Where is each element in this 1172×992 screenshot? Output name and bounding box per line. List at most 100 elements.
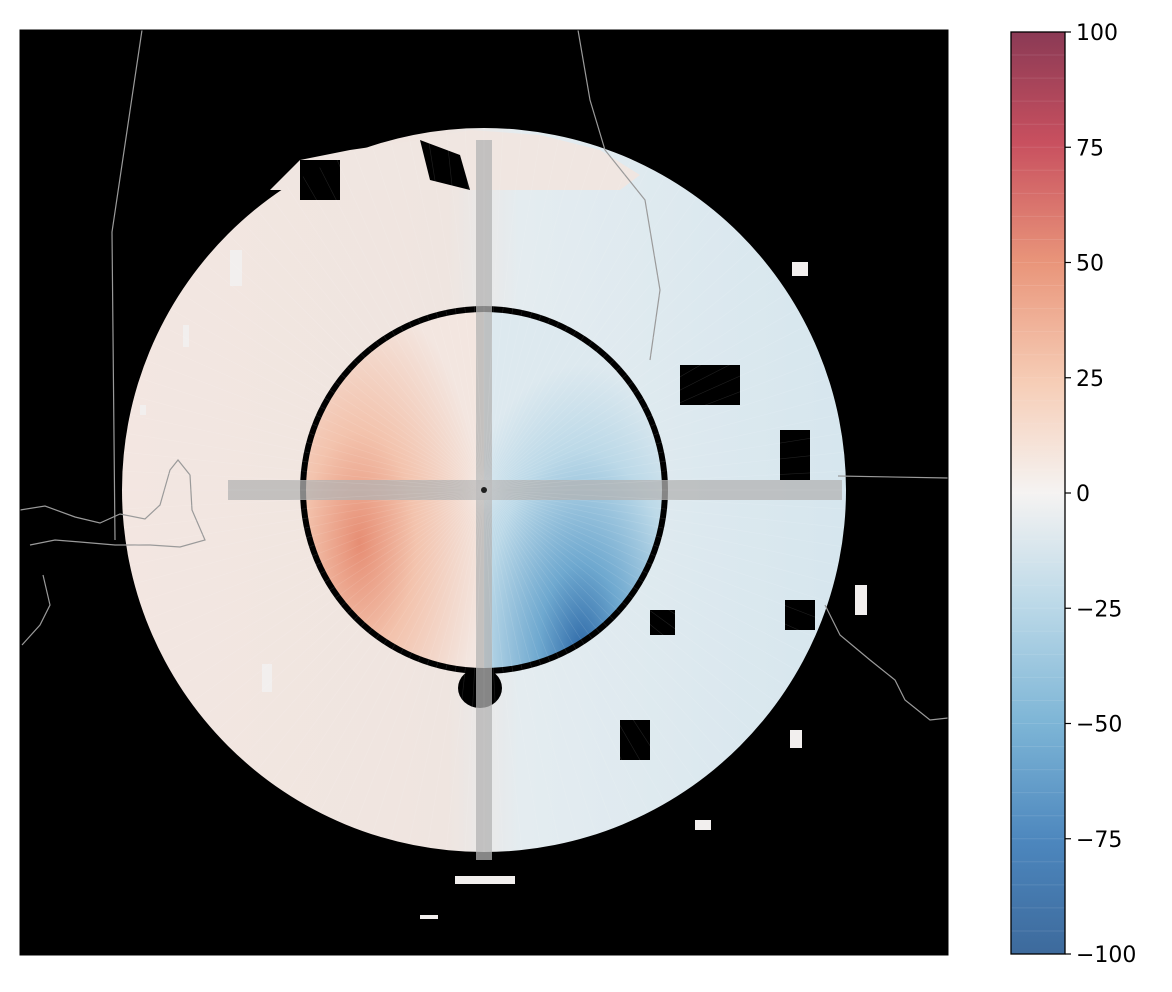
radial-beam-line (122, 489, 485, 510)
radial-beam-line (145, 489, 485, 621)
radial-beam-line (483, 167, 649, 491)
radial-beam-line (483, 276, 778, 491)
radial-beam-line (302, 176, 485, 491)
radial-beam-line (483, 489, 807, 655)
radial-beam-line (483, 489, 698, 784)
radial-beam-line (483, 359, 823, 491)
colorbar-tick-label: 25 (1076, 367, 1104, 392)
colorbar-bands (1011, 54, 1065, 932)
map-boundaries (20, 30, 948, 721)
radial-beam-line (134, 489, 485, 584)
radial-beam-line (483, 489, 842, 547)
radial-beam-line (483, 132, 541, 491)
radial-beam-line (464, 489, 485, 852)
radial-beam-line (408, 489, 485, 845)
radial-beam-line (483, 489, 788, 688)
radial-beam-line (270, 196, 485, 491)
echo-voids (300, 140, 815, 760)
radial-beam-line (483, 489, 845, 529)
radial-beam-line (286, 186, 485, 491)
coastline-west-lower (21, 574, 51, 646)
radial-beam-line (371, 145, 485, 491)
radar-site (481, 487, 487, 493)
radial-beam-line (371, 489, 485, 835)
radial-beam-line (483, 325, 807, 491)
colorbar-tick-label: 100 (1076, 21, 1118, 46)
radial-beam-line (319, 167, 485, 491)
radial-beam-line (483, 140, 578, 491)
radial-beam-line (483, 489, 523, 851)
radial-beam-line (483, 489, 504, 852)
radial-beam-line (483, 489, 778, 704)
radial-beam-line (241, 220, 485, 491)
colorbar-ticks: 100 75 50 25 0 −25 −50 −75 −100 (1065, 21, 1136, 968)
radial-beam-line (170, 308, 485, 491)
radial-banding (122, 128, 846, 852)
radial-beam-line (170, 489, 485, 672)
radial-beam-line (161, 325, 485, 491)
radial-beam-line (483, 489, 741, 747)
radial-beam-line (483, 489, 560, 845)
radial-beam-line (483, 292, 788, 491)
radial-beam-line (122, 470, 485, 491)
radial-beam-line (302, 489, 485, 804)
radial-beam-line (483, 414, 839, 491)
colorbar: 100 75 50 25 0 −25 −50 −75 −100 (1010, 21, 1136, 968)
radial-beam-line (139, 377, 485, 491)
colorbar-tick-label: 75 (1076, 136, 1104, 161)
radial-beam-line (483, 489, 649, 813)
radial-beam-line (464, 128, 485, 491)
radial-beam-line (483, 186, 682, 491)
radial-beam-line (353, 489, 485, 829)
map-axes (20, 30, 948, 955)
radial-beam-line (161, 489, 485, 655)
radial-beam-line (353, 151, 485, 491)
radial-beam-line (153, 342, 485, 491)
radial-beam-line (483, 489, 766, 719)
radial-beam-line (390, 489, 485, 840)
radial-beam-line (483, 377, 829, 491)
radial-beam-line (483, 451, 845, 491)
radial-beam-line (483, 489, 597, 835)
radial-beam-line (483, 470, 846, 491)
state-border-south (837, 475, 948, 479)
colorbar-tick-label: −75 (1076, 828, 1122, 853)
radial-beam-line (483, 208, 713, 491)
radial-beam-line (483, 308, 798, 491)
radial-beam-line (214, 489, 485, 733)
radial-beam-line (483, 489, 682, 794)
radial-beam-line (408, 135, 485, 491)
radial-beam-line (483, 489, 754, 733)
radial-beam-line (483, 247, 754, 491)
radial-beam-line (483, 489, 615, 829)
radial-beam-line (145, 359, 485, 491)
radial-beam-line (319, 489, 485, 813)
state-border-west (111, 30, 143, 541)
radial-beam-line (483, 135, 560, 491)
radial-beam-line (336, 159, 485, 491)
radial-beam-line (483, 396, 834, 491)
radial-beam-line (427, 132, 485, 491)
radial-beam-line (483, 128, 504, 491)
radial-beam-line (190, 276, 485, 491)
radial-beam-line (483, 489, 713, 772)
map-frame (19, 29, 949, 956)
radial-beam-line (483, 489, 578, 840)
radial-beam-line (180, 489, 485, 688)
radial-beam-line (214, 247, 485, 491)
radial-beam-line (483, 489, 829, 603)
echo-speckle (140, 250, 867, 919)
radial-beam-line (270, 489, 485, 784)
radial-beam-line (445, 489, 485, 851)
radial-beam-line (227, 233, 485, 491)
colorbar-tick-label: −25 (1076, 597, 1122, 622)
radial-beam-line (129, 414, 485, 491)
radial-beam-line (483, 489, 666, 804)
coastline-west (20, 459, 206, 548)
radial-beam-line (483, 489, 815, 638)
radial-beam-line (227, 489, 485, 747)
colorbar-tick-label: −100 (1076, 943, 1136, 968)
radial-beam-line (390, 140, 485, 491)
radial-beam-line (336, 489, 485, 821)
